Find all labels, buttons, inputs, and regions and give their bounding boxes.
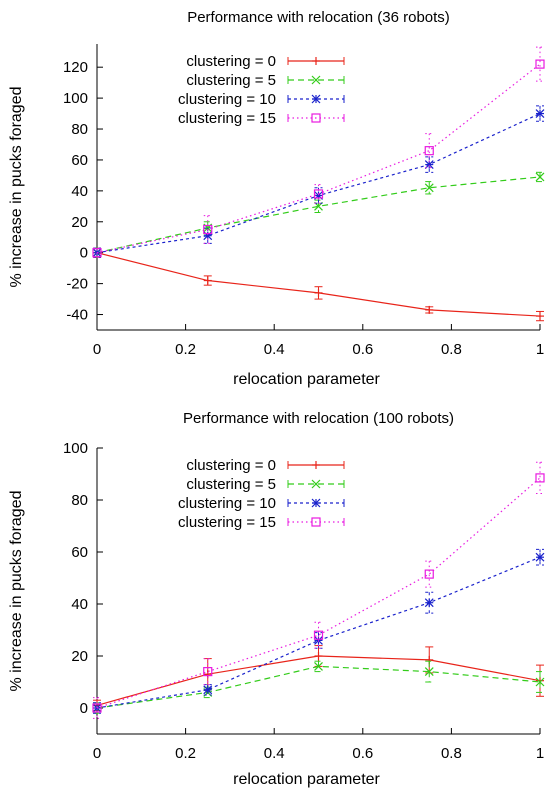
chart-title: Performance with relocation (36 robots) [187,9,450,26]
data-point [535,677,545,687]
series-3 [92,46,545,258]
legend-label: clustering = 0 [186,457,276,474]
series-line [96,252,541,317]
legend: clustering = 0 clustering = 5 clustering =… [178,457,345,531]
data-point [535,473,545,483]
data-point [92,248,102,258]
x-tick-label: 0 [93,745,101,762]
y-tick-label: 120 [63,59,88,76]
legend-marker [311,94,321,104]
series-3 [92,461,545,719]
y-tick-label: 60 [71,544,88,561]
series-line [96,477,541,709]
series-line [96,556,541,709]
x-axis-label: relocation parameter [233,771,380,788]
legend-label: clustering = 15 [178,514,276,531]
y-tick-label: 60 [71,152,88,169]
x-tick-label: 0.8 [441,745,462,762]
data-point [203,685,213,695]
series-line [96,176,541,254]
chart-36-robots: Performance with relocation (36 robots) -… [8,9,545,388]
y-tick-label: 80 [71,492,88,509]
y-tick-label: 80 [71,121,88,138]
legend-label: clustering = 0 [186,53,276,70]
x-tick-label: 0.6 [352,745,373,762]
data-point [424,667,434,677]
legend-label: clustering = 5 [186,476,276,493]
data-point [313,630,324,640]
y-tick-label: 100 [63,440,88,457]
data-point [203,224,213,235]
data-point [314,661,323,671]
data-point [535,109,545,118]
legend-marker [311,479,321,489]
x-tick-label: 0.4 [264,341,285,358]
y-tick-label: -40 [66,307,88,324]
x-tick-label: 0.6 [352,341,373,358]
data-point [313,189,324,199]
y-tick-label: 20 [71,214,88,231]
y-axis-label: % increase in pucks foraged [8,491,25,692]
series-2 [92,548,545,714]
data-point [424,598,434,608]
x-tick-label: 0.2 [175,745,196,762]
x-axis-label: relocation parameter [233,371,380,388]
data-point [203,666,213,677]
y-tick-label: 100 [63,90,88,107]
x-tick-label: 0.2 [175,341,196,358]
legend-marker [311,75,321,85]
legend-label: clustering = 10 [178,91,276,108]
y-tick-label: 0 [80,245,88,262]
data-point [535,59,545,69]
y-tick-label: 0 [80,700,88,717]
x-tick-label: 0.8 [441,341,462,358]
legend-label: clustering = 15 [178,110,276,127]
legend-label: clustering = 10 [178,495,276,512]
series-0 [93,247,544,322]
y-tick-label: -20 [66,276,88,293]
legend-marker [311,498,321,508]
data-point [535,172,545,182]
data-point [535,552,545,562]
x-tick-label: 1 [536,341,544,358]
y-tick-label: 40 [71,183,88,200]
legend-label: clustering = 5 [186,72,276,89]
series-2 [92,105,545,258]
chart-title: Performance with relocation (100 robots) [183,410,454,427]
legend: clustering = 0 clustering = 5 clustering =… [178,53,345,127]
x-tick-label: 1 [536,745,544,762]
data-point [424,569,434,579]
data-point [92,703,102,713]
data-point [424,183,434,193]
series-0 [93,645,544,712]
y-axis-label: % increase in pucks foraged [8,87,25,288]
x-tick-label: 0 [93,341,101,358]
x-tick-label: 0.4 [264,745,285,762]
legend-marker [311,517,321,527]
data-point [424,146,434,156]
y-tick-label: 20 [71,648,88,665]
y-tick-label: 40 [71,596,88,613]
chart-100-robots: Performance with relocation (100 robots)… [8,410,545,788]
series-line [96,63,541,254]
legend-marker [311,113,321,123]
